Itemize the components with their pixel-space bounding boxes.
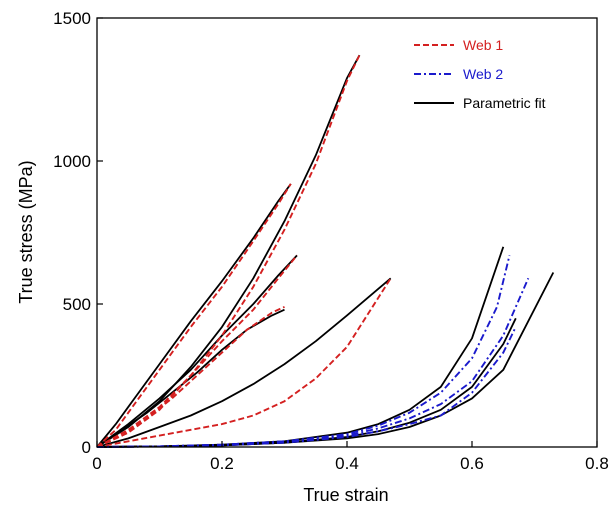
series-line-parametric-fit-7 — [96, 308, 285, 448]
x-tick-label: 0.4 — [335, 454, 359, 473]
legend: Web 1 Web 2 Parametric fit — [414, 37, 546, 111]
y-tick-label: 0 — [82, 438, 91, 457]
legend-label-web-1: Web 1 — [463, 37, 503, 53]
series-line-web-2-12 — [96, 277, 530, 448]
y-tick-label: 1500 — [53, 9, 91, 28]
y-tick-label: 500 — [63, 295, 91, 314]
series-line-parametric-fit-14 — [96, 246, 505, 448]
x-tick-label: 0.6 — [460, 454, 484, 473]
x-tick-label: 0 — [92, 454, 101, 473]
series-line-parametric-fit-6 — [96, 183, 292, 448]
series-line-web-1-1 — [96, 183, 292, 448]
x-axis-title: True strain — [303, 485, 388, 505]
series-line-web-1-2 — [96, 306, 285, 448]
y-axis-title: True stress (MPa) — [16, 160, 36, 303]
series-line-parametric-fit-10 — [96, 277, 392, 448]
series-line-web-1-4 — [96, 54, 361, 448]
series-line-web-2-13 — [96, 326, 517, 448]
series-line-parametric-fit-9 — [96, 54, 361, 448]
series-line-web-1-3 — [96, 254, 298, 448]
plot-area — [96, 54, 555, 448]
series-line-parametric-fit-16 — [96, 317, 517, 448]
legend-label-parametric-fit: Parametric fit — [463, 95, 546, 111]
y-tick-label: 1000 — [53, 152, 91, 171]
x-tick-label: 0.8 — [585, 454, 609, 473]
x-tick-label: 0.2 — [210, 454, 234, 473]
series-line-web-1-5 — [96, 277, 392, 448]
legend-label-web-2: Web 2 — [463, 66, 503, 82]
series-line-parametric-fit-8 — [96, 254, 298, 448]
axis-ticks: 0 0.2 0.4 0.6 0.8 0 500 1000 1500 — [53, 9, 609, 473]
